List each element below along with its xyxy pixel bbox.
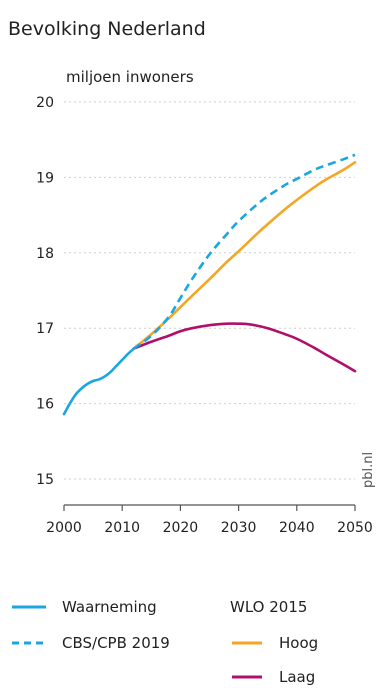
legend-group-title: WLO 2015 [230, 598, 307, 616]
legend: Waarneming CBS/CPB 2019 WLO 2015 Hoog La… [12, 598, 318, 686]
series-line-waarneming [62, 347, 136, 416]
y-tick-20: 20 [36, 95, 54, 111]
legend-label-hoog: Hoog [279, 634, 318, 652]
series-line-hoog [132, 161, 357, 350]
y-tick-16: 16 [36, 397, 54, 413]
x-tick-2020: 2020 [163, 520, 199, 536]
y-tick-17: 17 [36, 321, 54, 337]
x-tick-2030: 2030 [221, 520, 257, 536]
series-line-cbs-cpb-2019 [133, 153, 356, 350]
y-axis-label: miljoen inwoners [66, 68, 194, 86]
legend-label-cbs: CBS/CPB 2019 [62, 634, 170, 652]
x-axis: 2000 2010 2020 2030 2040 2050 [46, 504, 373, 536]
y-tick-15: 15 [36, 472, 54, 488]
x-tick-2040: 2040 [279, 520, 315, 536]
legend-label-laag: Laag [279, 668, 315, 686]
y-tick-18: 18 [36, 246, 54, 262]
x-tick-2050: 2050 [337, 520, 373, 536]
source-label: pbl.nl [361, 452, 376, 488]
x-tick-2000: 2000 [46, 520, 82, 536]
series-lines [62, 153, 357, 416]
legend-label-waarneming: Waarneming [62, 598, 157, 616]
gridlines [64, 101, 355, 480]
y-tick-labels: 15 16 17 18 19 20 [36, 95, 54, 488]
series-line-laag [132, 322, 357, 373]
chart-title: Bevolking Nederland [8, 18, 206, 40]
y-tick-19: 19 [36, 170, 54, 186]
x-tick-2010: 2010 [104, 520, 140, 536]
